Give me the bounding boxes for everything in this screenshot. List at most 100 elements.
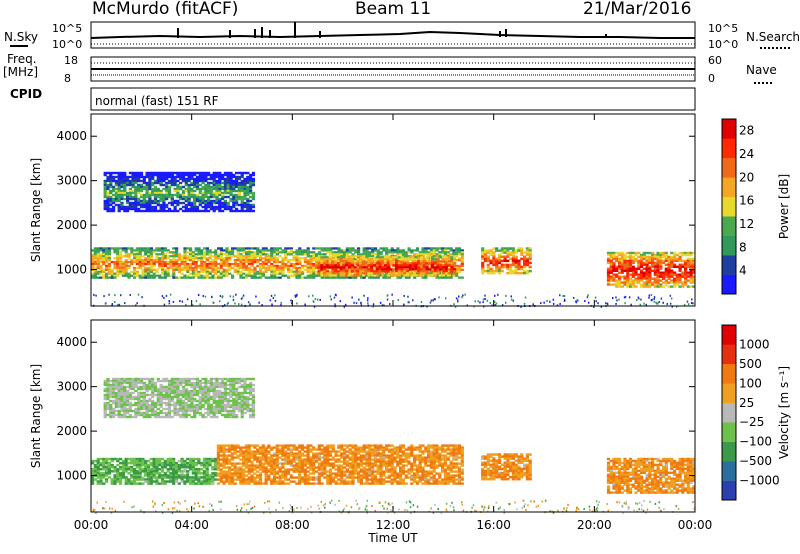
data-cell [216,462,220,465]
data-cell [328,444,333,447]
data-cell [428,274,432,277]
data-cell [134,191,138,195]
data-cell [237,209,241,213]
data-cell [337,253,341,256]
data-cell [422,268,426,271]
data-cell [190,175,194,179]
data-cell [303,446,307,449]
data-cell [298,458,302,461]
data-cell [609,283,613,286]
data-cell [362,276,366,279]
data-cell [246,181,250,185]
data-cell [231,276,235,279]
data-cell [225,470,229,473]
data-cell [342,272,346,275]
data-cell [281,268,285,271]
freq-unit-label: [MHz] [3,65,39,79]
data-cell [194,270,198,273]
data-cell [139,195,144,199]
data-cell [656,251,660,255]
noise-speck [272,297,275,300]
data-cell [678,279,682,282]
data-cell [165,181,169,185]
data-cell [149,470,153,473]
data-cell [272,474,277,477]
data-cell [361,264,365,267]
data-cell [207,195,211,199]
data-cell [455,249,459,252]
data-cell [232,203,236,207]
data-cell [231,274,235,277]
data-cell [495,261,499,265]
data-cell [628,255,633,259]
data-cell [208,478,212,481]
data-cell [163,461,167,465]
data-cell [222,259,226,262]
data-cell [278,452,282,455]
data-cell [195,193,200,197]
data-cell [617,281,622,284]
data-cell [264,448,268,451]
data-cell [287,274,291,277]
data-cell [258,476,263,479]
data-cell [218,193,222,197]
data-cell [410,270,414,273]
data-cell [350,260,354,263]
data-cell [403,268,407,271]
data-cell [275,480,279,483]
data-cell [134,195,138,199]
data-cell [151,173,155,177]
data-cell [264,482,268,485]
data-cell [187,197,191,201]
data-cell [195,181,200,185]
data-cell [239,260,243,264]
data-cell [328,446,333,449]
data-cell [253,468,257,471]
data-cell [183,260,187,264]
data-cell [320,272,324,275]
data-cell [135,472,139,475]
data-cell [331,262,335,265]
noise-speck [232,295,235,298]
data-cell [228,454,232,457]
data-cell [106,197,110,201]
data-cell [444,264,448,267]
data-cell [623,265,627,268]
data-cell [606,253,611,257]
data-cell [195,197,200,201]
data-cell [634,285,638,288]
data-cell [200,264,204,268]
data-cell [244,446,249,449]
data-cell [270,266,274,270]
data-cell [242,255,246,258]
data-cell [270,482,274,485]
data-cell [177,459,181,463]
data-cell [114,175,118,179]
data-cell [509,257,513,261]
data-cell [158,472,162,475]
data-cell [353,260,357,263]
data-cell [123,207,127,211]
data-cell [317,452,321,455]
data-cell [130,249,134,252]
data-cell [483,251,488,254]
data-cell [103,195,107,199]
data-cell [365,274,369,277]
data-cell [163,255,167,258]
data-cell [247,266,251,270]
data-cell [443,251,448,254]
data-cell [134,207,138,211]
data-cell [228,466,232,469]
cpid-value: normal (fast) 151 RF [95,94,219,108]
data-cell [105,257,109,260]
data-cell [187,183,191,187]
data-cell [681,253,685,257]
data-cell [103,181,107,185]
data-cell [231,251,235,254]
data-cell [187,189,191,193]
data-cell [303,478,307,481]
data-cell [615,285,619,288]
data-cell [208,262,212,266]
data-cell [686,279,690,282]
data-cell [202,470,207,473]
